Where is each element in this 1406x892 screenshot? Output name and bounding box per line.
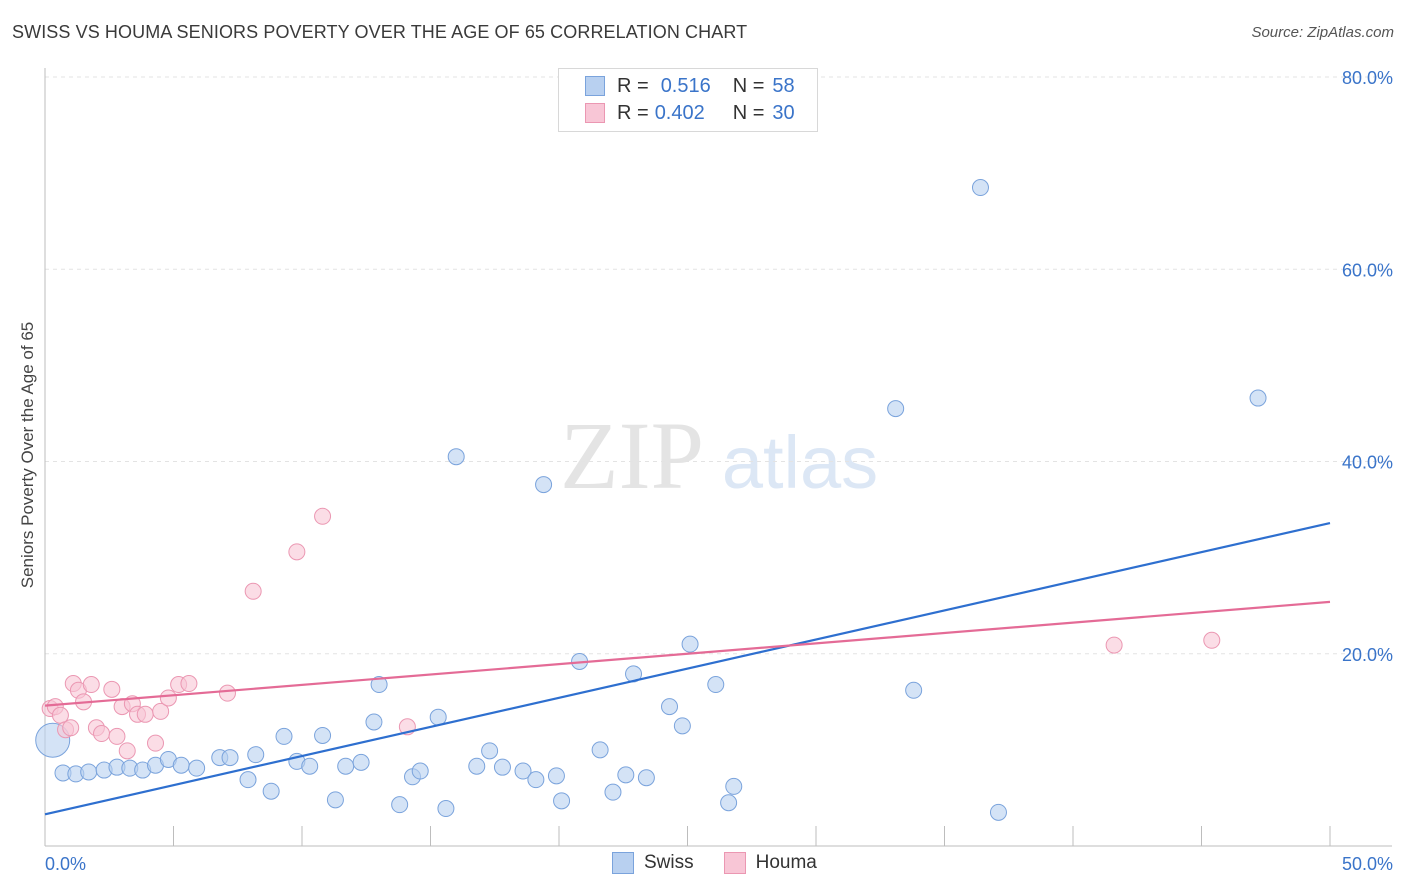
swiss-point: [468, 757, 486, 775]
swiss-point: [481, 742, 499, 760]
houma-point: [180, 675, 198, 693]
swiss-point: [221, 749, 239, 767]
swiss-point: [535, 476, 553, 494]
x-tick-label: 0.0%: [45, 854, 86, 874]
houma-point: [147, 734, 165, 752]
swiss-point: [301, 757, 319, 775]
houma-point: [1203, 631, 1221, 649]
houma-series: [41, 507, 1221, 760]
y-tick-label: 60.0%: [1342, 260, 1393, 280]
swiss-point: [553, 792, 571, 810]
swiss-swatch: [585, 76, 605, 96]
swiss-point: [637, 769, 655, 787]
watermark: ZIP atlas: [560, 402, 878, 509]
swiss-point: [604, 783, 622, 801]
legend-row-swiss: R = 0.516 N = 58: [585, 73, 795, 99]
houma-n-value: 30: [772, 101, 795, 124]
houma-point: [152, 702, 170, 720]
trend-lines: [44, 521, 1331, 816]
legend-item-houma: Houma: [723, 852, 817, 874]
houma-point: [108, 727, 126, 745]
houma-legend-swatch: [723, 852, 746, 874]
swiss-point: [337, 757, 355, 775]
correlation-legend: R = 0.516 N = 58 R = 0.402 N = 30: [558, 68, 818, 132]
swiss-point: [370, 676, 388, 694]
houma-trend-line: [44, 600, 1331, 707]
swiss-point: [725, 777, 743, 795]
swiss-point: [411, 762, 429, 780]
source-label: Source: ZipAtlas.com: [1251, 24, 1394, 41]
swiss-point: [617, 766, 635, 784]
swiss-legend-swatch: [612, 852, 634, 874]
swiss-legend-label: Swiss: [644, 852, 694, 873]
houma-point: [288, 543, 306, 561]
swiss-point: [661, 698, 679, 716]
houma-point: [159, 689, 177, 707]
swiss-point: [262, 782, 280, 800]
y-tick-label: 40.0%: [1342, 453, 1393, 473]
axes: [44, 68, 1392, 847]
watermark-atlas: atlas: [722, 421, 878, 504]
watermark-zip: ZIP: [560, 402, 704, 509]
swiss-n-value: 58: [772, 74, 795, 97]
swiss-point: [887, 400, 905, 418]
swiss-point: [527, 771, 545, 789]
x-tick-label: 50.0%: [1342, 854, 1393, 874]
swiss-point: [905, 681, 923, 699]
swiss-point: [493, 758, 511, 776]
swiss-point: [352, 753, 370, 771]
houma-point: [136, 705, 154, 723]
swiss-point: [80, 763, 98, 781]
legend-item-swiss: Swiss: [612, 852, 694, 874]
swiss-point: [591, 741, 609, 759]
swiss-r-label: R =: [617, 74, 649, 97]
houma-point: [93, 725, 111, 743]
tick-labels: 20.0% 40.0% 60.0% 80.0% 0.0% 50.0%: [45, 68, 1393, 874]
swiss-n-label: N =: [732, 74, 765, 97]
swiss-point: [989, 803, 1007, 821]
swiss-point: [971, 179, 989, 197]
swiss-point: [673, 717, 691, 735]
houma-point: [218, 684, 236, 702]
houma-point: [103, 680, 121, 698]
swiss-point: [720, 794, 738, 812]
swiss-point: [172, 756, 190, 774]
swiss-point: [247, 746, 265, 764]
houma-legend-label: Houma: [755, 852, 817, 873]
houma-point: [82, 676, 100, 694]
swiss-point: [1249, 389, 1267, 407]
swiss-point: [314, 726, 332, 744]
swiss-point: [514, 762, 532, 780]
houma-point: [1105, 636, 1123, 654]
swiss-point: [707, 676, 725, 694]
swiss-point: [681, 635, 699, 653]
series-legend: Swiss Houma: [612, 852, 847, 874]
houma-swatch: [585, 103, 605, 123]
houma-point: [244, 582, 262, 600]
swiss-point: [391, 796, 409, 814]
y-tick-label: 80.0%: [1342, 68, 1393, 88]
legend-row-houma: R = 0.402 N = 30: [585, 100, 795, 126]
swiss-point: [437, 800, 455, 818]
houma-r-value: 0.402: [654, 101, 705, 124]
houma-point: [62, 719, 80, 737]
swiss-point: [365, 713, 383, 731]
swiss-point: [547, 767, 565, 785]
swiss-point: [275, 727, 293, 745]
houma-point: [314, 507, 332, 525]
y-tick-label: 20.0%: [1342, 645, 1393, 665]
houma-n-label: N =: [732, 101, 765, 124]
swiss-point: [326, 791, 344, 809]
swiss-trend-line: [44, 521, 1331, 816]
houma-r-label: R =: [617, 101, 649, 124]
grid: [45, 76, 1392, 655]
chart-title: SWISS VS HOUMA SENIORS POVERTY OVER THE …: [12, 22, 748, 42]
houma-point: [118, 742, 136, 760]
swiss-series: [35, 179, 1267, 821]
swiss-point: [188, 759, 206, 777]
swiss-r-value: 0.516: [660, 74, 711, 97]
swiss-point: [239, 771, 257, 789]
swiss-point: [447, 448, 465, 466]
